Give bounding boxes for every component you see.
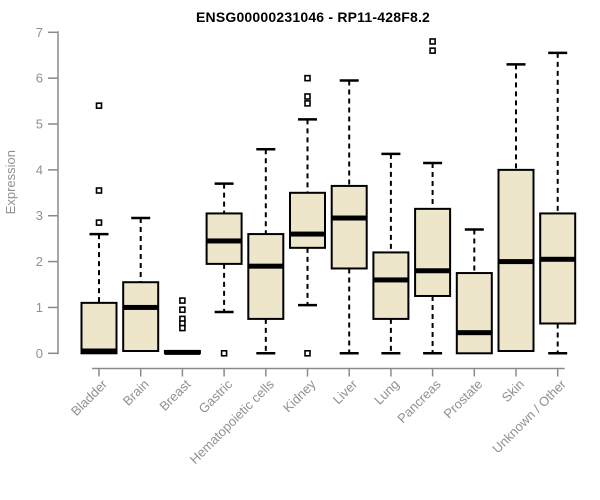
outlier-point [179,297,186,304]
median-line [248,263,284,269]
box-hematopoietic-cells [247,147,285,355]
median-line [498,259,534,265]
box-brain [122,216,160,353]
x-tick-label: Unknown / Other [489,376,569,456]
x-tick-label: Prostate [441,377,486,422]
iqr-box [455,272,493,355]
median-line [540,256,576,262]
iqr-box [247,233,285,320]
box-prostate [455,228,493,355]
median-line [456,330,492,336]
y-tick-label: 4 [36,162,43,177]
iqr-box [289,191,326,249]
median-line [415,268,451,274]
x-tick-label: Lung [371,377,402,408]
iqr-box [80,301,118,355]
outlier-point [304,100,311,107]
outlier-point [95,219,103,226]
iqr-box [414,207,452,297]
x-tick-label: Skin [499,377,527,405]
box-lung [372,152,410,355]
iqr-box [372,251,410,320]
outlier-point [220,349,228,357]
iqr-box [122,281,160,353]
median-line [206,238,242,244]
x-tick-label: Brain [120,377,152,409]
x-tick-label: Breast [156,376,193,413]
outlier-point [304,93,311,100]
iqr-box [539,212,577,325]
median-line [331,215,367,221]
y-tick-label: 0 [36,346,43,361]
box-pancreas [414,38,452,355]
box-kidney [289,74,326,357]
outlier-point [429,47,436,54]
y-tick-label: 5 [36,117,43,132]
y-tick-label: 7 [36,25,43,40]
outlier-point [95,187,103,194]
box-bladder [80,102,118,355]
x-tick-label: Gastric [196,376,236,416]
median-line [290,231,325,237]
y-axis: 0 1 2 3 4 5 6 7 [36,25,59,361]
x-tick-label: Pancreas [394,376,444,426]
y-tick-label: 3 [36,208,43,223]
outlier-point [179,306,186,314]
x-tick-label: Liver [330,376,361,407]
y-tick-label: 2 [36,254,43,269]
median-line [373,277,409,283]
outlier-point [304,349,311,357]
box-skin [497,63,535,353]
median-line [123,304,159,310]
outlier-point [95,102,103,109]
box-unknown-other [539,51,577,355]
y-tick-label: 1 [36,300,43,315]
median-line [81,348,117,354]
iqr-box [330,184,368,270]
box-liver [330,79,368,355]
x-tick-label: Bladder [68,376,111,419]
outlier-point [429,38,436,45]
outlier-point [304,74,311,82]
y-tick-label: 6 [36,71,43,86]
chart-title: ENSG00000231046 - RP11-428F8.2 [195,9,431,25]
box-breast [163,297,201,355]
box-gastric [205,182,243,357]
x-tick-label: Kidney [280,376,319,415]
outlier-point [179,324,186,332]
median-line [164,349,200,355]
